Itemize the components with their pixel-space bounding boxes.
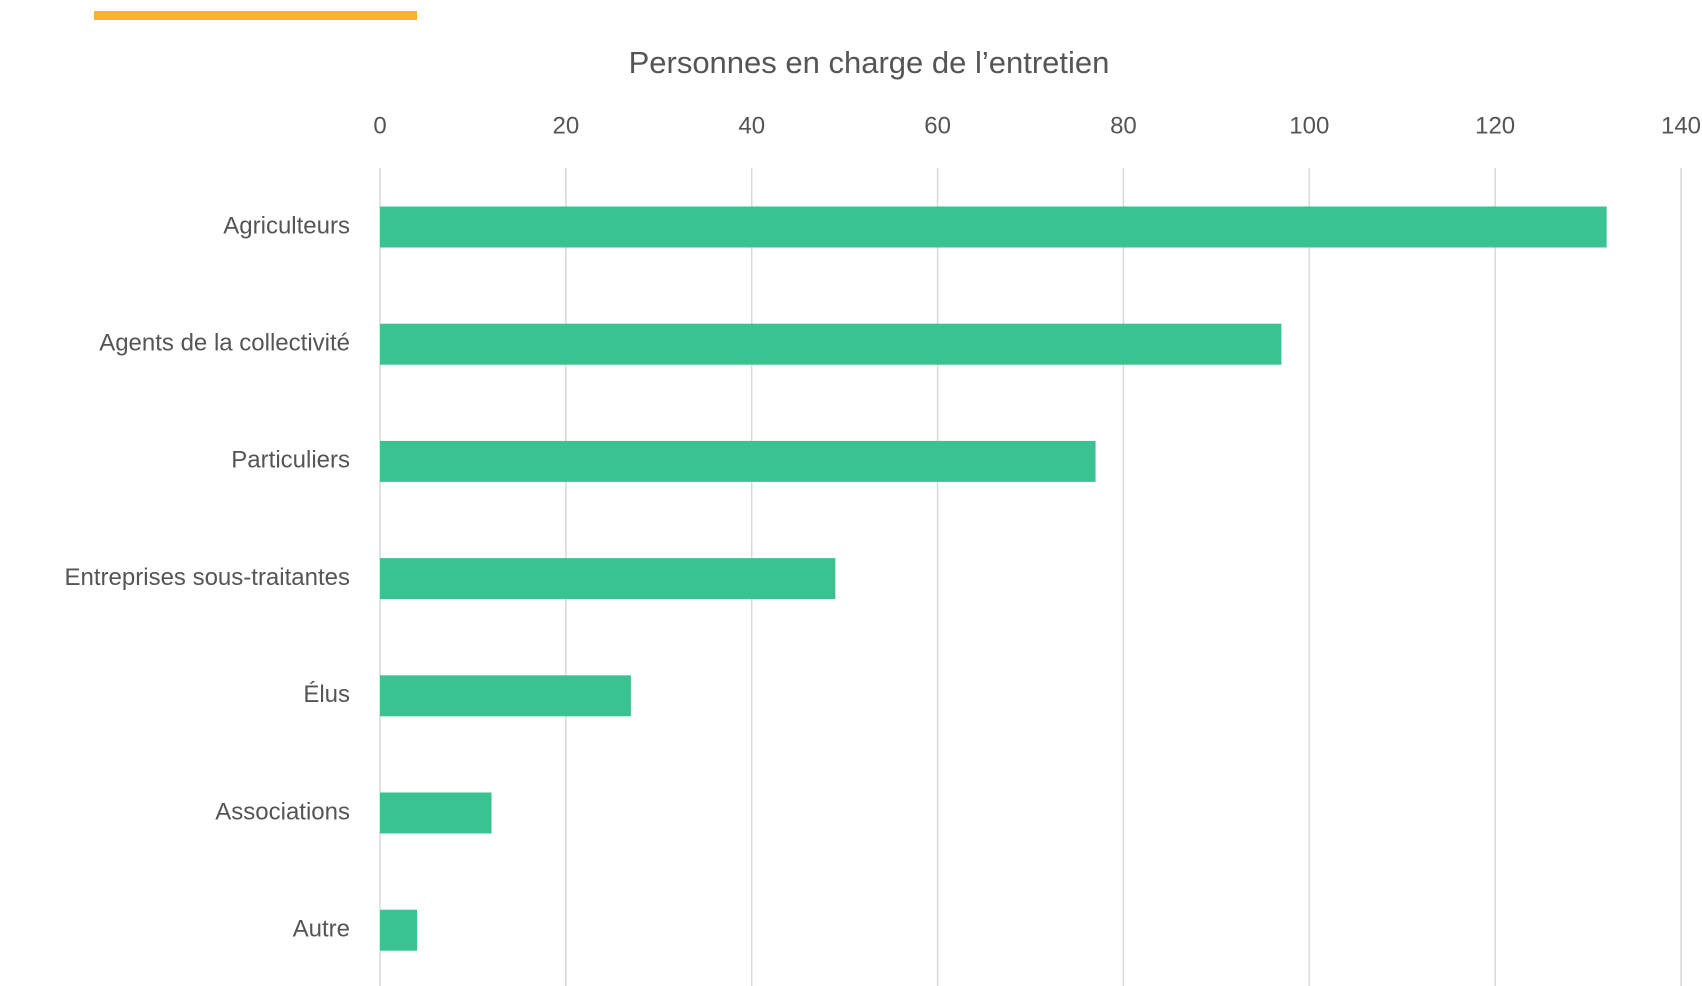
y-tick-label: Particuliers xyxy=(231,447,350,474)
bar xyxy=(380,558,836,600)
x-tick-label: 80 xyxy=(1110,112,1137,139)
bar xyxy=(380,792,492,834)
x-tick-label: 100 xyxy=(1289,112,1329,139)
decoration-bar xyxy=(94,11,417,20)
chart-title: Personnes en charge de l’entretien xyxy=(629,45,1110,80)
y-tick-label: Agents de la collectivité xyxy=(99,330,350,357)
bar xyxy=(380,206,1607,248)
y-tick-label: Autre xyxy=(293,916,350,943)
x-tick-label: 120 xyxy=(1475,112,1515,139)
y-tick-label: Associations xyxy=(215,798,350,825)
y-tick-label: Agriculteurs xyxy=(223,212,350,239)
y-tick-label: Entreprises sous-traitantes xyxy=(65,564,350,591)
x-tick-label: 20 xyxy=(553,112,580,139)
bar xyxy=(380,909,418,951)
x-tick-label: 0 xyxy=(373,112,386,139)
x-tick-label: 40 xyxy=(738,112,765,139)
bar xyxy=(380,440,1096,482)
y-tick-label: Élus xyxy=(303,681,350,708)
x-tick-label: 140 xyxy=(1661,112,1701,139)
bar xyxy=(380,675,631,717)
bar xyxy=(380,323,1282,365)
x-tick-label: 60 xyxy=(924,112,951,139)
